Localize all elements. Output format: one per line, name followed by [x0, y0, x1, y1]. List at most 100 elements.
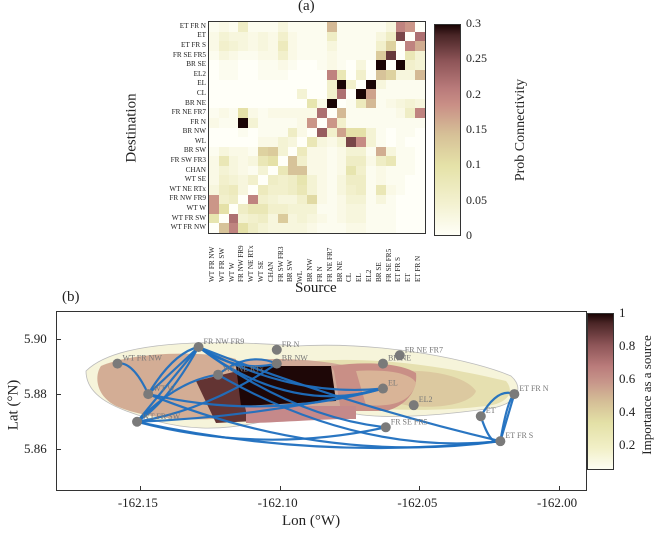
heatmap-cell: [209, 89, 220, 100]
heatmap-cell: [415, 165, 426, 176]
colorbar-b-tick: 0.4: [619, 404, 636, 420]
heatmap-cell: [356, 213, 367, 224]
heatmap-cell: [267, 127, 279, 138]
colorbar-b-tick: 0.8: [619, 338, 636, 354]
heatmap-cell: [326, 185, 338, 196]
heatmap-cell: [346, 204, 357, 215]
site-node: [377, 383, 388, 394]
heatmap-cell: [366, 185, 377, 196]
heatmap-cell: [228, 194, 239, 205]
col-label: FR NW FR9: [237, 245, 246, 282]
heatmap-cell: [277, 194, 289, 205]
heatmap-cell: [346, 50, 357, 61]
heatmap-cell: [228, 137, 239, 148]
heatmap-cell: [287, 146, 298, 157]
heatmap-cell: [267, 194, 279, 205]
heatmap-cell: [356, 185, 367, 196]
site-node: [408, 400, 419, 411]
heatmap-cell: [287, 69, 298, 81]
heatmap-cell: [238, 69, 249, 81]
heatmap-cell: [405, 22, 416, 33]
heatmap-cell: [287, 41, 298, 52]
heatmap-cell: [366, 194, 377, 205]
row-label: FR SE FR5: [172, 50, 206, 59]
heatmap-cell: [346, 108, 357, 119]
heatmap-cell: [267, 31, 279, 42]
heatmap-cell: [405, 213, 416, 224]
heatmap-cell: [385, 98, 397, 109]
heatmap-cell: [395, 22, 406, 33]
heatmap-cell: [405, 41, 416, 52]
heatmap-cell: [258, 165, 269, 176]
heatmap-cell: [238, 204, 249, 215]
heatmap-cell: [218, 79, 230, 90]
heatmap-cell: [307, 165, 318, 176]
site-node: [377, 358, 388, 369]
heatmap-cell: [405, 79, 416, 90]
heatmap-cell: [297, 98, 308, 109]
heatmap-cell: [375, 127, 387, 138]
heatmap-cell: [297, 60, 308, 71]
heatmap-cell: [326, 117, 338, 128]
col-label: WT FR SW: [217, 247, 226, 282]
heatmap-cell: [336, 50, 347, 61]
heatmap-cell: [385, 127, 397, 138]
heatmap-cell: [209, 108, 220, 119]
heatmap-cell: [277, 204, 289, 215]
panel-b-label: (b): [62, 289, 80, 305]
col-label: EL2: [365, 269, 373, 282]
heatmap-cell: [356, 60, 367, 71]
heatmap-cell: [248, 204, 259, 215]
heatmap-cell: [238, 127, 249, 138]
heatmap-cell: [366, 69, 377, 81]
heatmap-cell: [248, 146, 259, 157]
heatmap-cell: [209, 156, 220, 167]
heatmap-cell: [395, 69, 406, 81]
heatmap-cell: [258, 194, 269, 205]
heatmap-cell: [366, 175, 377, 186]
heatmap-cell: [209, 69, 220, 81]
heatmap-cell: [248, 156, 259, 167]
row-label: BR NW: [182, 127, 206, 136]
heatmap-cell: [415, 117, 426, 128]
heatmap-cell: [307, 204, 318, 215]
site-node: [380, 422, 391, 433]
heatmap-cell: [356, 108, 367, 119]
heatmap-cell: [238, 89, 249, 100]
connectivity-edge: [137, 387, 384, 423]
heatmap-cell: [405, 117, 416, 128]
heatmap-cell: [218, 89, 230, 100]
panel-b-ylabel: Lat (°N): [5, 379, 22, 431]
heatmap-cell: [248, 31, 259, 42]
heatmap-cell: [258, 41, 269, 52]
heatmap-cell: [277, 165, 289, 176]
heatmap-cell: [218, 60, 230, 71]
heatmap-cell: [385, 22, 397, 33]
heatmap-cell: [356, 98, 367, 109]
heatmap-cell: [346, 22, 357, 33]
heatmap-cell: [375, 194, 387, 205]
row-label: WT SE: [184, 175, 206, 184]
col-label: BR SW: [286, 259, 295, 282]
heatmap-cell: [356, 79, 367, 90]
heatmap-cell: [287, 108, 298, 119]
heatmap-cell: [346, 69, 357, 81]
heatmap-cell: [317, 50, 328, 61]
heatmap-cell: [375, 185, 387, 196]
heatmap-cell: [346, 60, 357, 71]
heatmap-cell: [238, 41, 249, 52]
heatmap-cell: [287, 137, 298, 148]
heatmap-cell: [228, 204, 239, 215]
heatmap-cell: [297, 50, 308, 61]
map-x-tick: -162.10: [257, 495, 298, 510]
site-label: FR NE FR7: [405, 345, 443, 354]
heatmap-cell: [326, 165, 338, 176]
map-x-tick: -162.05: [397, 495, 438, 510]
heatmap-cell: [218, 175, 230, 186]
colorbar-a-tick: 0.25: [466, 51, 487, 66]
heatmap-cell: [287, 79, 298, 90]
heatmap-cell: [218, 156, 230, 167]
heatmap-cell: [287, 31, 298, 42]
row-label: ET FR N: [179, 21, 206, 30]
heatmap-cell: [287, 50, 298, 61]
